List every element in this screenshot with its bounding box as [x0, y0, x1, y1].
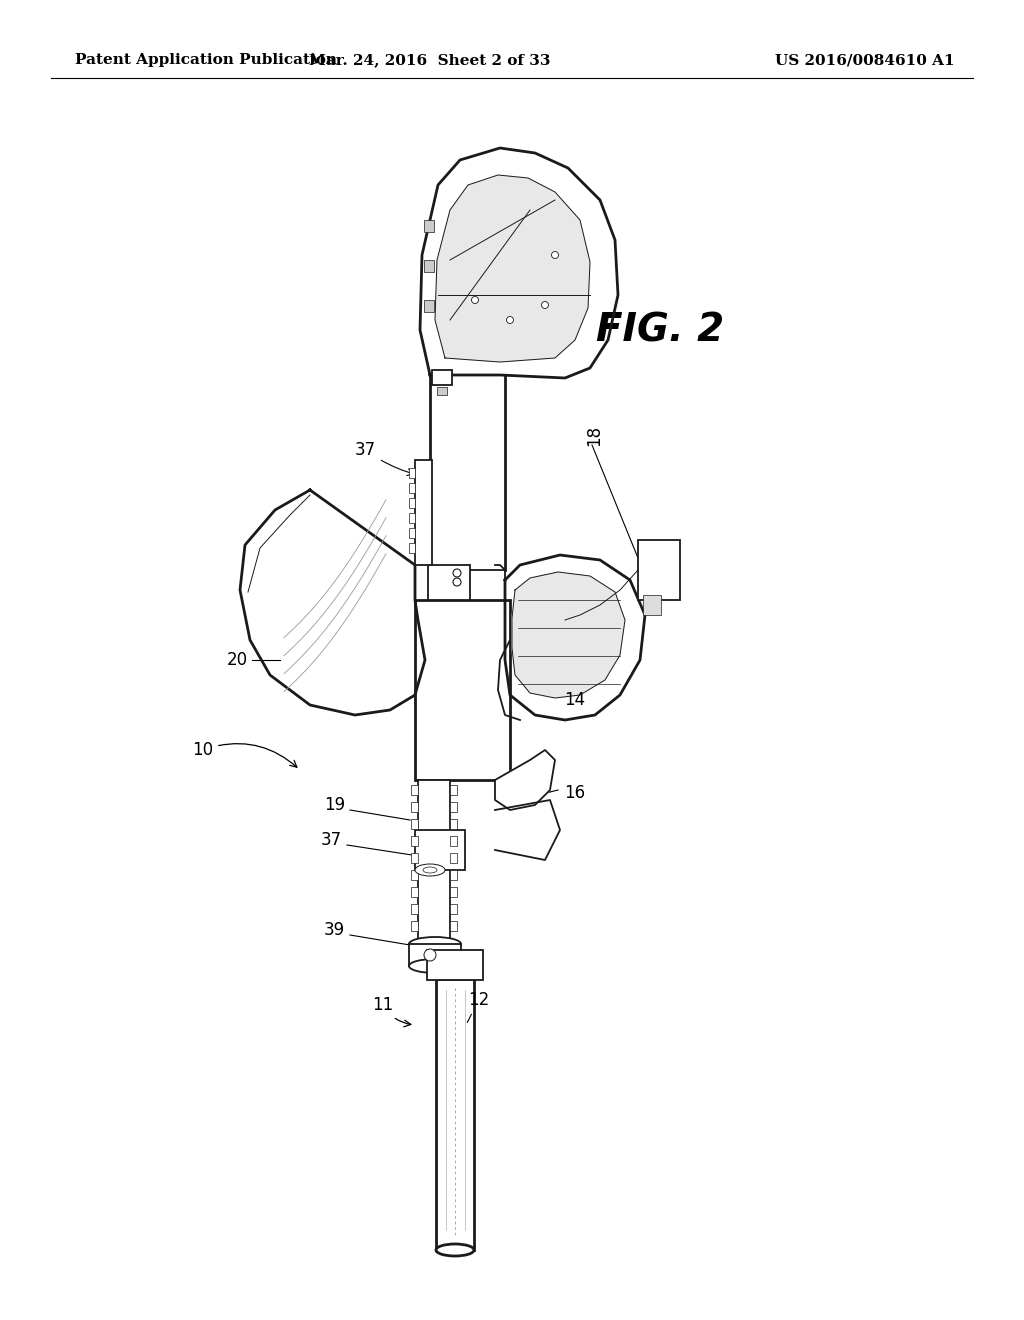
Bar	[432, 370, 452, 385]
Text: 19: 19	[324, 796, 345, 814]
Ellipse shape	[409, 937, 461, 950]
Bar	[424, 260, 434, 272]
Polygon shape	[435, 176, 590, 362]
Bar	[415, 601, 510, 780]
Text: 37: 37	[321, 832, 342, 849]
Ellipse shape	[436, 1243, 474, 1257]
Bar	[411, 904, 418, 913]
Bar	[415, 459, 432, 565]
Bar	[450, 870, 457, 880]
Bar	[424, 220, 434, 232]
Circle shape	[453, 578, 461, 586]
Bar	[409, 469, 415, 478]
Bar	[411, 818, 418, 829]
Bar	[411, 921, 418, 931]
Text: US 2016/0084610 A1: US 2016/0084610 A1	[775, 53, 955, 67]
Bar	[437, 387, 447, 395]
Bar	[409, 944, 461, 966]
Text: 18: 18	[585, 425, 603, 446]
Bar	[450, 836, 457, 846]
Circle shape	[552, 252, 558, 259]
Bar	[409, 483, 415, 492]
Ellipse shape	[423, 867, 437, 873]
Text: Mar. 24, 2016  Sheet 2 of 33: Mar. 24, 2016 Sheet 2 of 33	[309, 53, 551, 67]
Text: Patent Application Publication: Patent Application Publication	[75, 53, 337, 67]
Text: 14: 14	[564, 690, 585, 709]
Bar	[411, 853, 418, 863]
Bar	[415, 830, 465, 870]
Bar	[450, 853, 457, 863]
Text: 16: 16	[564, 784, 585, 803]
Bar	[411, 836, 418, 846]
Circle shape	[471, 297, 478, 304]
Polygon shape	[505, 554, 645, 719]
Bar	[411, 785, 418, 795]
Bar	[450, 818, 457, 829]
Text: FIG. 2: FIG. 2	[596, 312, 724, 348]
Bar	[424, 300, 434, 312]
Bar	[411, 887, 418, 898]
Polygon shape	[495, 750, 555, 810]
Circle shape	[424, 949, 436, 961]
Bar	[638, 540, 680, 601]
Bar	[428, 565, 470, 601]
Bar	[411, 803, 418, 812]
Circle shape	[453, 569, 461, 577]
Bar	[450, 803, 457, 812]
Bar	[450, 785, 457, 795]
Bar	[450, 904, 457, 913]
Ellipse shape	[409, 960, 461, 973]
Polygon shape	[512, 572, 625, 698]
Ellipse shape	[415, 865, 445, 876]
Text: 11: 11	[372, 997, 411, 1027]
Text: 39: 39	[324, 921, 345, 939]
Polygon shape	[420, 148, 618, 378]
Bar	[418, 780, 450, 940]
Polygon shape	[240, 490, 425, 715]
Text: 37: 37	[355, 441, 414, 475]
Text: 10: 10	[193, 741, 297, 767]
Bar	[409, 498, 415, 508]
Circle shape	[542, 301, 549, 309]
Circle shape	[507, 317, 513, 323]
Bar	[450, 887, 457, 898]
Bar	[450, 921, 457, 931]
Bar	[409, 528, 415, 539]
Text: 12: 12	[467, 991, 489, 1023]
Text: 20: 20	[227, 651, 248, 669]
Bar	[411, 870, 418, 880]
Bar	[427, 950, 483, 979]
Bar	[643, 595, 662, 615]
Bar	[409, 513, 415, 523]
Bar	[409, 543, 415, 553]
